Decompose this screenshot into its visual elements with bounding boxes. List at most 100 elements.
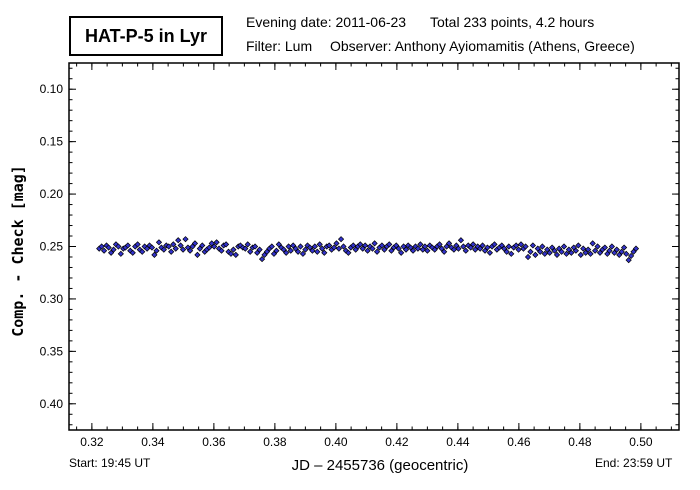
data-point — [321, 249, 328, 256]
data-point — [227, 250, 235, 257]
total-points: Total 233 points, 4.2 hours — [430, 14, 595, 30]
data-point — [621, 244, 628, 251]
data-point — [170, 241, 177, 248]
data-point — [470, 241, 477, 248]
y-tick-label: 0.20 — [40, 187, 64, 201]
x-tick-label: 0.40 — [324, 435, 348, 449]
data-point — [302, 246, 309, 253]
data-point — [316, 241, 323, 248]
data-point — [247, 248, 254, 255]
data-point — [182, 236, 189, 243]
data-point — [330, 244, 338, 251]
data-point — [386, 241, 393, 248]
data-point — [345, 249, 352, 256]
x-tick-label: 0.36 — [202, 435, 226, 449]
data-point — [541, 250, 548, 257]
y-tick-label: 0.25 — [40, 240, 64, 254]
data-point — [206, 244, 213, 251]
data-point — [287, 247, 294, 254]
data-point — [515, 246, 522, 253]
data-point — [414, 245, 422, 252]
data-point — [309, 247, 316, 254]
data-point — [575, 242, 582, 249]
data-point — [537, 248, 544, 255]
chart-title: HAT-P-5 in Lyr — [69, 16, 223, 56]
data-point — [606, 247, 613, 254]
data-point — [553, 251, 561, 258]
data-point — [314, 248, 321, 255]
data-point — [460, 243, 467, 250]
data-point — [199, 242, 206, 249]
data-point — [577, 251, 584, 258]
y-tick-label: 0.35 — [40, 344, 64, 358]
data-point — [139, 248, 146, 255]
data-point — [297, 243, 304, 250]
data-point — [592, 247, 599, 254]
data-point — [398, 249, 405, 256]
data-point — [421, 243, 429, 250]
data-point — [486, 249, 493, 256]
data-point — [628, 252, 635, 260]
data-point — [532, 251, 539, 258]
data-point — [232, 251, 239, 258]
data-point — [508, 250, 515, 257]
data-point — [462, 247, 469, 254]
data-point — [335, 245, 343, 252]
data-point — [402, 246, 410, 253]
data-point — [436, 241, 443, 248]
data-point — [191, 240, 199, 247]
data-point — [350, 242, 357, 249]
data-point — [319, 245, 326, 252]
data-point — [551, 247, 558, 254]
data-point — [613, 246, 620, 253]
data-point — [373, 248, 381, 255]
data-point — [505, 243, 512, 250]
data-point — [168, 248, 175, 255]
data-point — [165, 243, 172, 250]
data-point — [371, 240, 378, 247]
data-point — [155, 239, 163, 246]
y-axis-label: Comp. - Check [mag] — [9, 165, 27, 337]
data-point — [311, 243, 318, 250]
x-tick-label: 0.32 — [80, 435, 104, 449]
data-point — [364, 247, 371, 254]
x-tick-label: 0.48 — [568, 435, 592, 449]
x-axis-label: JD – 2455736 (geocentric) — [291, 457, 469, 474]
data-point — [333, 240, 340, 247]
data-point — [632, 245, 640, 252]
data-point — [283, 249, 290, 256]
data-point — [618, 248, 625, 255]
x-tick-label: 0.44 — [446, 435, 470, 449]
data-point — [395, 245, 402, 252]
data-point — [601, 244, 608, 251]
data-point — [491, 241, 498, 248]
data-point — [186, 247, 194, 254]
data-point — [124, 242, 131, 249]
data-point — [572, 247, 580, 254]
data-point — [194, 251, 201, 258]
data-point — [340, 243, 347, 250]
data-point — [129, 249, 136, 256]
data-point — [244, 241, 251, 248]
start-time: Start: 19:45 UT — [69, 456, 151, 470]
data-point — [362, 242, 369, 249]
data-point — [337, 236, 345, 243]
data-point — [268, 243, 275, 250]
data-point — [568, 249, 575, 256]
data-point — [623, 250, 630, 257]
data-point — [242, 245, 249, 252]
data-point — [148, 244, 156, 251]
data-point — [251, 243, 259, 250]
evening-date: Evening date: 2011-06-23 — [246, 14, 407, 30]
data-point — [445, 240, 453, 247]
data-point — [100, 247, 108, 254]
data-point — [513, 242, 520, 249]
data-point — [560, 243, 568, 250]
y-tick-label: 0.30 — [40, 292, 64, 306]
data-point — [424, 247, 431, 254]
data-point — [299, 250, 307, 257]
data-point — [409, 247, 417, 254]
observer-label: Observer: Anthony Ayiomamitis (Athens, G… — [330, 38, 635, 54]
data-point — [172, 245, 179, 252]
